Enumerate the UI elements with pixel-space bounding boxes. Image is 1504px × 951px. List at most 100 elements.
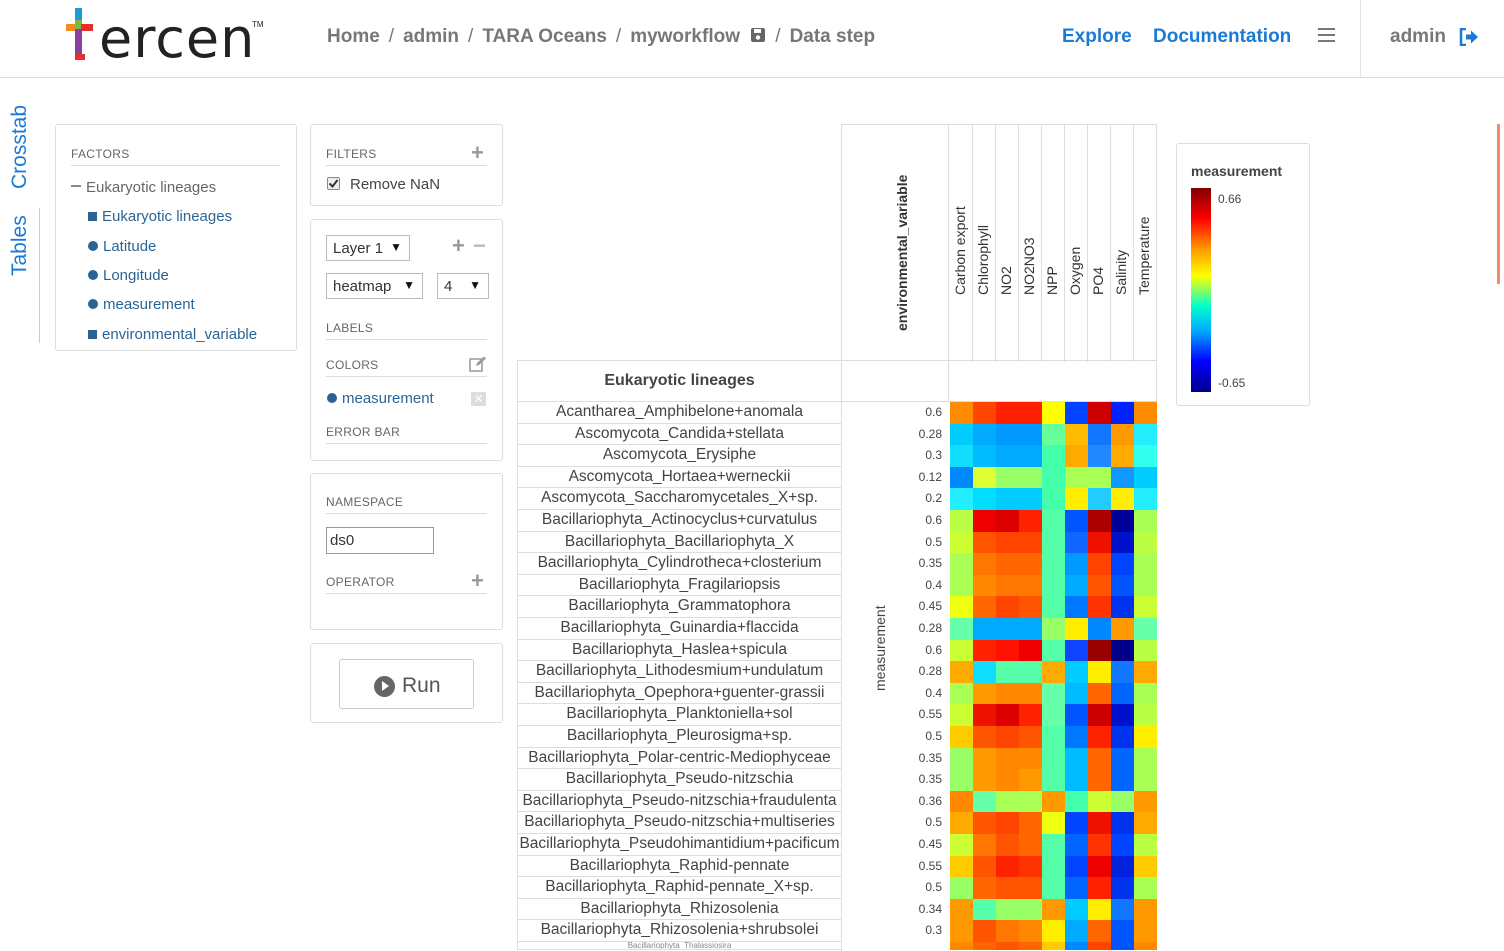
heatmap-cell[interactable] bbox=[1134, 769, 1157, 791]
add-filter-icon[interactable]: + bbox=[471, 140, 484, 165]
heatmap-cell[interactable] bbox=[1088, 423, 1111, 446]
row-label[interactable]: Ascomycota_Candida+stellata bbox=[517, 423, 842, 446]
heatmap-cell[interactable] bbox=[1019, 812, 1042, 834]
labels-title[interactable]: LABELS bbox=[326, 321, 487, 340]
heatmap-cell[interactable] bbox=[1111, 747, 1134, 770]
row-label[interactable]: Bacillariophyta_Cylindrotheca+closterium bbox=[517, 553, 842, 575]
heatmap-cell[interactable] bbox=[1134, 574, 1157, 597]
heatmap-cell[interactable] bbox=[996, 661, 1019, 683]
heatmap-cell[interactable] bbox=[1019, 790, 1042, 813]
heatmap-cell[interactable] bbox=[1111, 942, 1134, 950]
colors-title[interactable]: COLORS bbox=[326, 358, 487, 377]
heatmap-cell[interactable] bbox=[973, 466, 996, 489]
heatmap-cell[interactable] bbox=[1065, 855, 1088, 878]
heatmap-cell[interactable] bbox=[1111, 574, 1134, 597]
heatmap-cell[interactable] bbox=[973, 726, 996, 748]
heatmap-cell[interactable] bbox=[996, 920, 1019, 942]
heatmap-cell[interactable] bbox=[1042, 812, 1065, 834]
heatmap-cell[interactable] bbox=[996, 877, 1019, 899]
heatmap-cell[interactable] bbox=[950, 834, 973, 856]
heatmap-cell[interactable] bbox=[950, 898, 973, 921]
row-label[interactable]: Bacillariophyta_Pseudo-nitzschia bbox=[517, 769, 842, 791]
heatmap-cell[interactable] bbox=[1019, 726, 1042, 748]
heatmap-cell[interactable] bbox=[1088, 402, 1111, 424]
heatmap-cell[interactable] bbox=[996, 596, 1019, 618]
heatmap-cell[interactable] bbox=[996, 855, 1019, 878]
heatmap-cell[interactable] bbox=[1019, 596, 1042, 618]
heatmap-cell[interactable] bbox=[973, 445, 996, 467]
breadcrumb-admin[interactable]: admin bbox=[403, 26, 460, 47]
heatmap-cell[interactable] bbox=[1111, 531, 1134, 554]
heatmap-cell[interactable] bbox=[1042, 618, 1065, 640]
heatmap-cell[interactable] bbox=[973, 618, 996, 640]
heatmap-cell[interactable] bbox=[973, 834, 996, 856]
heatmap-cell[interactable] bbox=[1042, 661, 1065, 683]
heatmap-cell[interactable] bbox=[996, 574, 1019, 597]
heatmap-cell[interactable] bbox=[1088, 747, 1111, 770]
heatmap-cell[interactable] bbox=[1065, 618, 1088, 640]
heatmap-cell[interactable] bbox=[1042, 855, 1065, 878]
heatmap-cell[interactable] bbox=[973, 898, 996, 921]
heatmap-cell[interactable] bbox=[1042, 704, 1065, 726]
row-label[interactable]: Bacillariophyta_Pseudo-nitzschia+multise… bbox=[517, 812, 842, 834]
heatmap-cell[interactable] bbox=[1134, 920, 1157, 942]
heatmap-cell[interactable] bbox=[996, 704, 1019, 726]
heatmap-cell[interactable] bbox=[996, 834, 1019, 856]
heatmap-cell[interactable] bbox=[1042, 682, 1065, 705]
row-label[interactable]: Ascomycota_Saccharomycetales_X+sp. bbox=[517, 488, 842, 510]
factor-latitude[interactable]: Latitude bbox=[88, 238, 156, 255]
heatmap-cell[interactable] bbox=[950, 510, 973, 532]
heatmap-cell[interactable] bbox=[1019, 834, 1042, 856]
heatmap-cell[interactable] bbox=[1065, 682, 1088, 705]
heatmap-cell[interactable] bbox=[996, 531, 1019, 554]
logout-icon[interactable] bbox=[1459, 28, 1479, 46]
heatmap-cell[interactable] bbox=[1111, 618, 1134, 640]
heatmap-cell[interactable] bbox=[1134, 618, 1157, 640]
heatmap-cell[interactable] bbox=[973, 747, 996, 770]
heatmap-cell[interactable] bbox=[1019, 704, 1042, 726]
heatmap-cell[interactable] bbox=[973, 661, 996, 683]
heatmap-cell[interactable] bbox=[1065, 661, 1088, 683]
heatmap-cell[interactable] bbox=[1065, 639, 1088, 662]
heatmap-cell[interactable] bbox=[1042, 488, 1065, 510]
heatmap-cell[interactable] bbox=[1065, 510, 1088, 532]
run-button[interactable]: Run bbox=[339, 659, 474, 709]
heatmap-cell[interactable] bbox=[973, 877, 996, 899]
heatmap-cell[interactable] bbox=[1134, 445, 1157, 467]
size-select[interactable]: 4 ▼ bbox=[437, 273, 489, 299]
heatmap-cell[interactable] bbox=[1019, 661, 1042, 683]
heatmap-cell[interactable] bbox=[1111, 898, 1134, 921]
heatmap-cell[interactable] bbox=[950, 423, 973, 446]
heatmap-cell[interactable] bbox=[973, 790, 996, 813]
chart-type-select[interactable]: heatmap ▼ bbox=[326, 273, 423, 299]
heatmap-cell[interactable] bbox=[950, 747, 973, 770]
row-label[interactable]: Bacillariophyta_Rhizosolenia bbox=[517, 898, 842, 921]
scrollbar[interactable] bbox=[1497, 124, 1500, 284]
heatmap-cell[interactable] bbox=[1065, 402, 1088, 424]
heatmap-cell[interactable] bbox=[1019, 682, 1042, 705]
heatmap-cell[interactable] bbox=[1088, 877, 1111, 899]
explore-link[interactable]: Explore bbox=[1062, 26, 1132, 47]
heatmap-cell[interactable] bbox=[1065, 834, 1088, 856]
row-label[interactable]: Bacillariophyta_Rhizosolenia+shrubsolei bbox=[517, 920, 842, 942]
heatmap-cell[interactable] bbox=[950, 790, 973, 813]
row-label[interactable]: Bacillariophyta_Opephora+guenter-grassii bbox=[517, 682, 842, 705]
heatmap-cell[interactable] bbox=[1111, 510, 1134, 532]
heatmap-cell[interactable] bbox=[1111, 812, 1134, 834]
layer-select[interactable]: Layer 1 ▼ bbox=[326, 235, 410, 261]
heatmap-cell[interactable] bbox=[1042, 553, 1065, 575]
heatmap-cell[interactable] bbox=[1134, 877, 1157, 899]
heatmap-cell[interactable] bbox=[1042, 834, 1065, 856]
heatmap-cell[interactable] bbox=[996, 790, 1019, 813]
heatmap-cell[interactable] bbox=[1088, 834, 1111, 856]
heatmap-cell[interactable] bbox=[1088, 531, 1111, 554]
heatmap-cell[interactable] bbox=[1019, 877, 1042, 899]
heatmap-cell[interactable] bbox=[1042, 466, 1065, 489]
heatmap-cell[interactable] bbox=[1134, 704, 1157, 726]
heatmap-cell[interactable] bbox=[950, 402, 973, 424]
heatmap-cell[interactable] bbox=[950, 488, 973, 510]
heatmap-cell[interactable] bbox=[1019, 920, 1042, 942]
heatmap-cell[interactable] bbox=[950, 769, 973, 791]
heatmap-cell[interactable] bbox=[950, 942, 973, 950]
heatmap-cell[interactable] bbox=[950, 661, 973, 683]
